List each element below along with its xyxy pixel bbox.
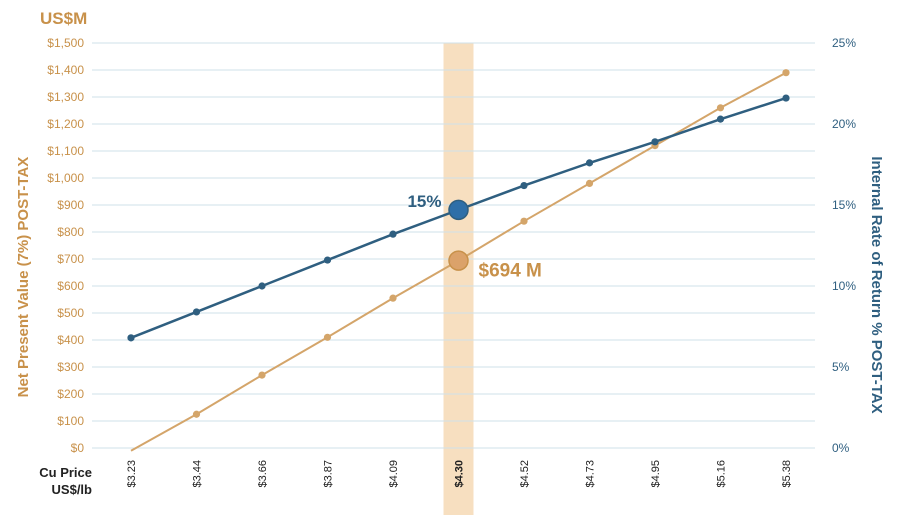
x-tick-label: $4.09 <box>388 460 400 488</box>
series-point-irr <box>127 334 135 342</box>
right-tick-label: 10% <box>832 279 856 293</box>
x-axis-label-line-1: Cu Price <box>39 465 92 480</box>
left-tick-label: $500 <box>57 306 84 320</box>
right-axis-ticks: 0% 5% 10% 15% 20% 25% <box>832 36 856 455</box>
x-tick-label: $3.66 <box>257 460 269 488</box>
left-axis-ticks: $0 $100 $200 $300 $400 $500 $600 $700 $800 $900 $1… <box>47 36 84 455</box>
left-tick-label: $1,300 <box>47 90 84 104</box>
right-tick-label: 0% <box>832 441 850 455</box>
series-point-npv <box>716 104 725 112</box>
series-point-irr <box>716 115 725 123</box>
left-tick-label: $1,500 <box>47 36 84 50</box>
x-tick-label: $4.95 <box>650 460 662 488</box>
right-axis-title: Internal Rate of Return % POST-TAX <box>868 156 885 413</box>
series-point-npv <box>258 371 266 379</box>
series-point-irr <box>323 256 332 264</box>
left-tick-label: $1,400 <box>47 63 84 77</box>
irr-highlight-label: 15% <box>407 192 441 211</box>
left-tick-label: $800 <box>57 225 84 239</box>
left-tick-label: $200 <box>57 387 84 401</box>
series-point-npv <box>323 333 332 341</box>
series-point-npv <box>782 69 790 77</box>
left-tick-label: $1,000 <box>47 171 84 185</box>
series-point-irr <box>651 138 659 146</box>
right-tick-label: 15% <box>832 198 856 212</box>
right-tick-label: 25% <box>832 36 856 50</box>
series-point-irr <box>389 230 397 238</box>
x-tick-label: $5.38 <box>781 460 793 488</box>
right-tick-label: 5% <box>832 360 850 374</box>
series-point-npv <box>192 410 201 418</box>
series-point-irr <box>585 159 594 167</box>
x-tick-label: $4.30 <box>454 460 466 488</box>
left-tick-label: $900 <box>57 198 84 212</box>
x-tick-label: $3.44 <box>192 460 204 488</box>
right-tick-label: 20% <box>832 117 856 131</box>
series-point-npv <box>585 179 594 187</box>
left-tick-label: $1,100 <box>47 144 84 158</box>
callouts: $694 M 15% <box>407 192 541 282</box>
series-point-irr <box>782 94 790 102</box>
x-tick-label: $4.73 <box>585 460 597 488</box>
x-axis-ticks: $3.23 $3.44 $3.66 $3.87 $4.09 $4.30 $4.52 $4.73… <box>126 460 793 488</box>
x-tick-label: $4.52 <box>519 460 531 488</box>
npv-highlight-marker <box>448 250 469 271</box>
left-tick-label: $0 <box>71 441 85 455</box>
irr-highlight-marker <box>448 199 469 221</box>
left-tick-label: $300 <box>57 360 84 374</box>
left-tick-label: $1,200 <box>47 117 84 131</box>
npv-highlight-label: $694 M <box>479 261 542 282</box>
highlight-band-layer <box>443 43 474 515</box>
left-axis-title: Net Present Value (7%) POST-TAX <box>15 157 32 398</box>
series-point-irr <box>192 308 201 316</box>
gridlines <box>92 42 815 449</box>
x-tick-label: $3.23 <box>126 460 138 488</box>
left-tick-label: $100 <box>57 414 84 428</box>
highlight-band <box>443 43 474 515</box>
series-point-irr <box>258 282 266 290</box>
series-point-npv <box>520 217 528 225</box>
left-tick-label: $400 <box>57 333 84 347</box>
series-point-npv <box>389 294 397 302</box>
left-tick-label: $700 <box>57 252 84 266</box>
x-tick-label: $5.16 <box>716 460 728 488</box>
left-tick-label: $600 <box>57 279 84 293</box>
left-axis-unit-label: US$M <box>40 9 87 28</box>
x-axis-label-line-2: US$/lb <box>52 482 93 497</box>
series-point-irr <box>520 181 528 190</box>
x-tick-label: $3.87 <box>323 460 335 488</box>
